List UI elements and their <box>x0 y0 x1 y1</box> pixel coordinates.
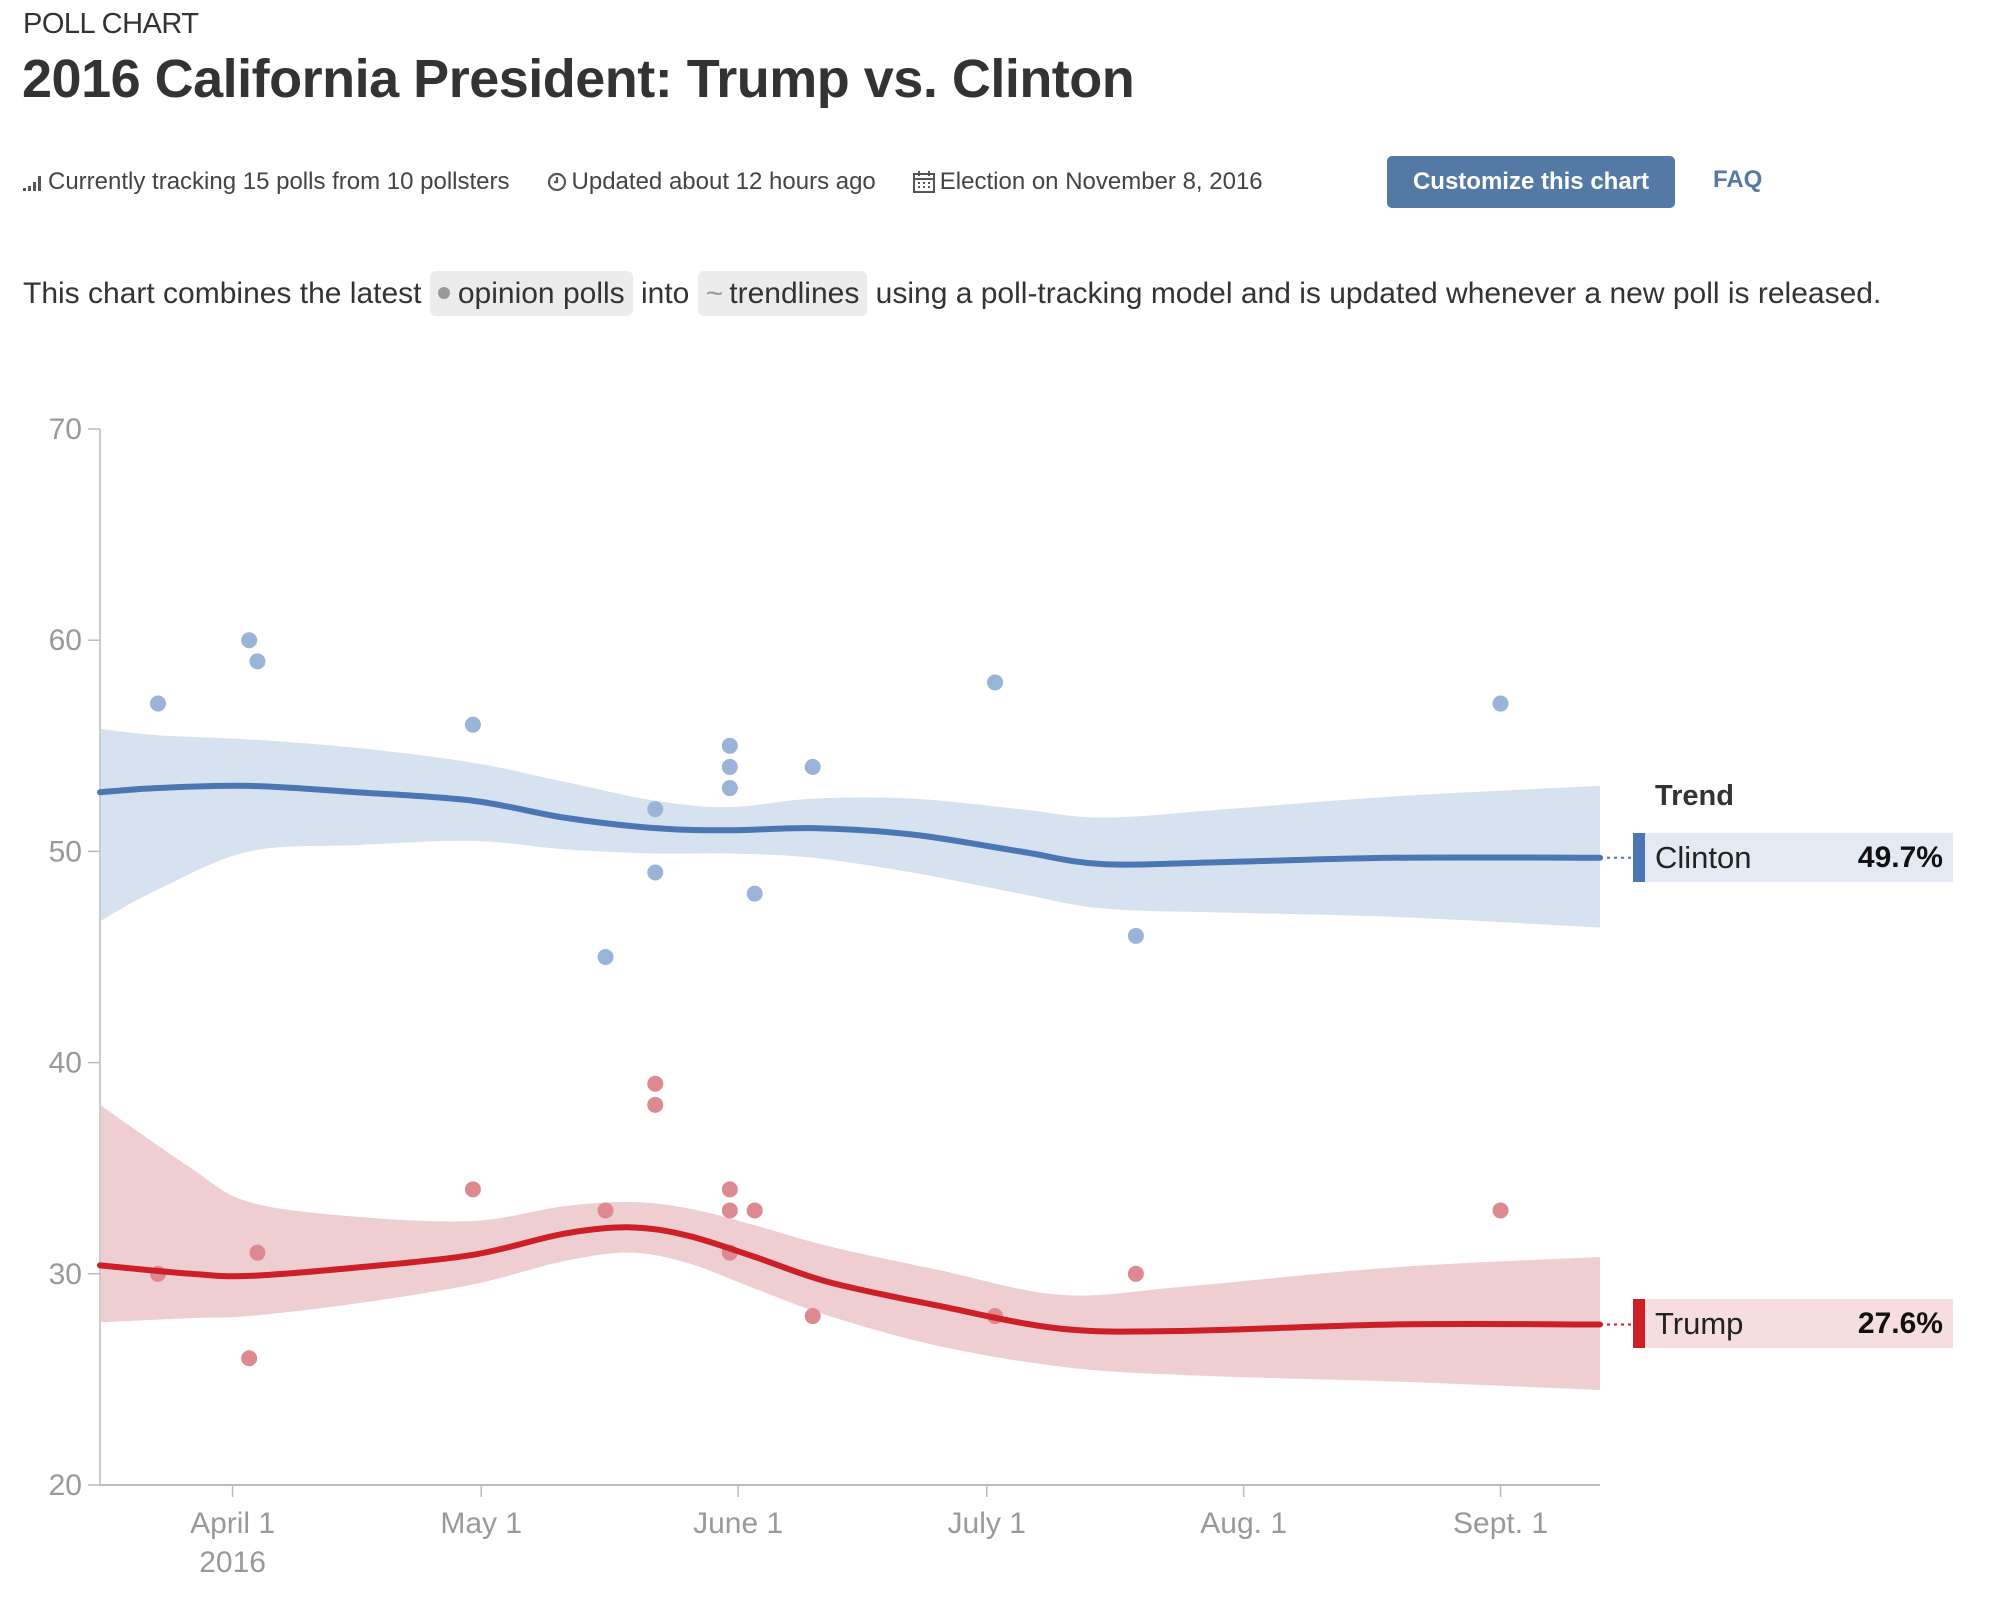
clinton-poll-dot <box>464 716 481 733</box>
trump-swatch <box>1633 1299 1645 1348</box>
trump-trendline <box>97 1224 1603 1335</box>
clinton-trendline <box>97 782 1603 868</box>
clinton-poll-dot <box>647 864 664 881</box>
description-text-2: into <box>641 277 690 310</box>
legend-name-clinton: Clinton <box>1655 839 1752 875</box>
y-tick-label: 30 <box>49 1258 82 1291</box>
clinton-poll-dot <box>249 653 266 670</box>
clinton-poll-dot <box>746 885 763 902</box>
y-tick-label: 70 <box>49 413 82 446</box>
clinton-poll-dot <box>721 737 738 754</box>
legend-item-trump: Trump 27.6% <box>1633 1299 1953 1348</box>
trump-poll-dot <box>241 1350 258 1367</box>
clinton-swatch <box>1633 833 1645 882</box>
trump-poll-dot <box>721 1181 738 1198</box>
chart-description: This chart combines the latest opinion p… <box>23 268 1923 320</box>
description-text-3: using a poll-tracking model and is updat… <box>875 277 1882 310</box>
opinion-polls-label: opinion polls <box>457 277 625 310</box>
y-tick-label: 60 <box>49 624 82 657</box>
updated-text: Updated about 12 hours ago <box>571 168 876 195</box>
x-tick-label: June 1 <box>693 1507 783 1540</box>
clinton-poll-dot <box>150 695 167 712</box>
tracking-text: Currently tracking 15 polls from 10 poll… <box>48 168 510 195</box>
clinton-poll-dot <box>804 758 821 775</box>
trump-poll-dot <box>597 1202 614 1219</box>
clinton-poll-dot <box>721 780 738 797</box>
legend-value-trump: 27.6% <box>1857 1306 1943 1340</box>
description-text-1: This chart combines the latest <box>23 277 422 310</box>
election-info: Election on November 8, 2016 <box>912 168 1263 196</box>
trump-confidence-band <box>100 1104 1600 1390</box>
trump-poll-dot <box>647 1096 664 1113</box>
page-kicker: POLL CHART <box>23 8 199 40</box>
clinton-poll-dot <box>721 758 738 775</box>
x-tick-label: July 1 <box>948 1507 1026 1540</box>
trump-poll-dot <box>1127 1265 1144 1282</box>
trump-poll-dot <box>647 1075 664 1092</box>
trendline-icon: ~ <box>705 277 724 310</box>
clinton-poll-dot <box>647 801 664 818</box>
calendar-icon <box>912 170 936 194</box>
signal-bars-icon <box>22 172 44 192</box>
y-tick-label: 20 <box>49 1469 82 1502</box>
tracking-info: Currently tracking 15 polls from 10 poll… <box>22 168 510 196</box>
updated-info: Updated about 12 hours ago <box>546 168 876 196</box>
customize-chart-button[interactable]: Customize this chart <box>1387 156 1675 208</box>
clinton-poll-dot <box>241 632 258 649</box>
x-tick-label: May 1 <box>440 1507 522 1540</box>
faq-link[interactable]: FAQ <box>1713 166 1763 193</box>
clinton-poll-dot <box>987 674 1004 691</box>
trendlines-pill: ~ trendlines <box>697 271 868 316</box>
clinton-poll-dot <box>1127 927 1144 944</box>
x-tick-label: April 1 <box>190 1507 275 1540</box>
clinton-poll-dot <box>1492 695 1509 712</box>
legend-item-clinton: Clinton 49.7% <box>1633 833 1953 882</box>
trump-poll-dot <box>746 1202 763 1219</box>
election-text: Election on November 8, 2016 <box>939 168 1263 195</box>
x-tick-sublabel: 2016 <box>199 1546 266 1579</box>
legend-name-trump: Trump <box>1655 1305 1744 1341</box>
x-tick-label: Sept. 1 <box>1453 1507 1548 1540</box>
trump-poll-dot <box>249 1244 266 1261</box>
trump-poll-dot <box>721 1202 738 1219</box>
opinion-polls-pill: opinion polls <box>429 271 633 316</box>
poll-dot-icon <box>437 287 450 300</box>
legend-title: Trend <box>1655 780 1734 812</box>
clock-icon <box>546 171 568 193</box>
trump-poll-dot <box>1492 1202 1509 1219</box>
trump-poll-dot <box>464 1181 481 1198</box>
meta-row: Currently tracking 15 polls from 10 poll… <box>22 165 1299 199</box>
x-tick-label: Aug. 1 <box>1200 1507 1287 1540</box>
y-tick-label: 40 <box>49 1047 82 1080</box>
trendlines-label: trendlines <box>729 277 860 310</box>
clinton-poll-dot <box>597 949 614 965</box>
y-tick-label: 50 <box>49 835 82 868</box>
page-title: 2016 California President: Trump vs. Cli… <box>22 49 1135 109</box>
legend-value-clinton: 49.7% <box>1857 840 1943 874</box>
trump-poll-dot <box>804 1308 821 1325</box>
